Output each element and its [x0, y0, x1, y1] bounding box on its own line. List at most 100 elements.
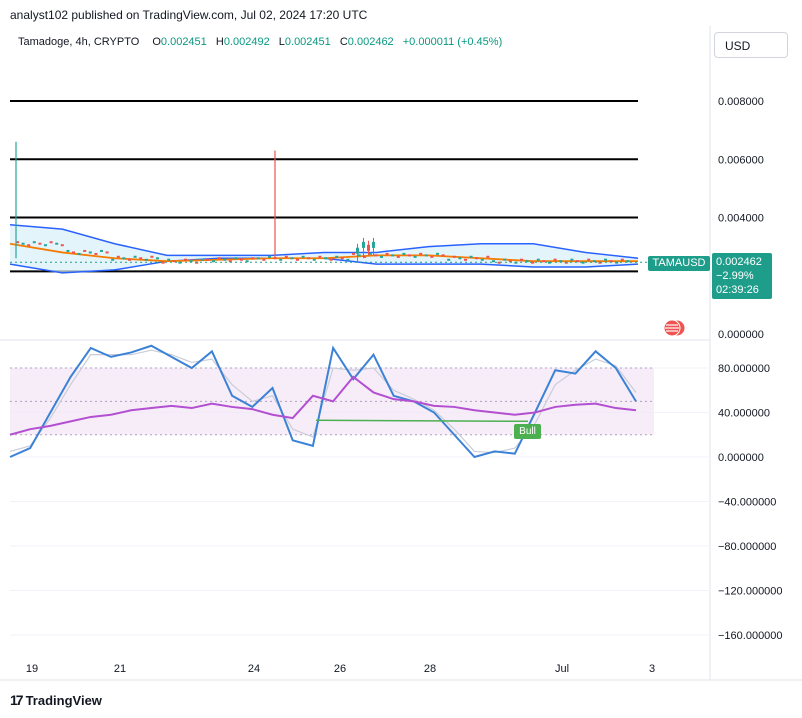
candle [21, 242, 25, 245]
candle [374, 254, 378, 257]
candle [626, 260, 630, 263]
stoch-axis-tick-label: 80.000000 [718, 363, 770, 375]
candle [172, 260, 176, 263]
stoch-axis-tick-label: 40.000000 [718, 408, 770, 420]
candle [32, 241, 36, 244]
time-axis-tick-label: 26 [334, 663, 346, 675]
candle [268, 255, 271, 258]
candle [284, 255, 288, 258]
candle [55, 242, 59, 245]
candle [542, 260, 546, 263]
tradingview-logo-icon: 17 [10, 692, 24, 708]
candle [469, 255, 473, 258]
candle [592, 260, 596, 263]
candle [144, 258, 148, 261]
candle [408, 254, 411, 257]
candle-body [356, 247, 359, 254]
candle [279, 258, 283, 261]
candle [604, 258, 607, 261]
bollinger-band-fill [10, 224, 638, 273]
candle [402, 252, 406, 255]
candle [206, 258, 210, 261]
candle [66, 249, 70, 252]
candle [301, 255, 305, 258]
candle [396, 255, 400, 258]
candle [49, 241, 53, 244]
candle [497, 261, 501, 264]
candle [262, 258, 266, 261]
stoch-axis-tick-label: −160.000000 [718, 630, 783, 642]
symbol-legend: Tamadoge, 4h, CRYPTO O0.002451 H0.002492… [18, 36, 508, 48]
stoch-axis-tick-label: −40.000000 [718, 497, 776, 509]
bollinger-upper-line [9, 224, 639, 260]
candle [464, 258, 467, 261]
candle [536, 258, 540, 261]
stoch-k-line [9, 344, 637, 459]
candle [520, 258, 523, 261]
candle [598, 261, 602, 264]
symbol-name[interactable]: Tamadoge, 4h, CRYPTO [18, 36, 140, 48]
candle [234, 257, 238, 260]
candle [251, 257, 255, 260]
rsi-line [9, 375, 637, 436]
candle [335, 255, 339, 258]
close-label: C [339, 36, 348, 48]
candle [60, 244, 64, 247]
candle [44, 244, 47, 247]
candle [212, 260, 215, 263]
high-value: 0.002492 [223, 36, 270, 48]
candle [525, 260, 529, 263]
candle [16, 241, 19, 244]
bull-divergence-label: Bull [514, 424, 541, 439]
stoch-axis-tick-label: −120.000000 [718, 586, 783, 598]
candle [486, 255, 490, 258]
candle [452, 255, 456, 258]
candle [531, 261, 535, 264]
tradingview-logo[interactable]: 17 TradingView [10, 692, 102, 708]
price-axis-tick-label: 0.000000 [718, 329, 764, 341]
time-axis-tick-label: 3 [649, 663, 655, 675]
candle [385, 252, 389, 255]
candle [133, 255, 137, 258]
candle [307, 257, 311, 260]
price-change: −2.99% [716, 270, 754, 282]
price-axis-tick-label: 0.006000 [718, 154, 764, 166]
candle [139, 257, 143, 260]
candle [100, 249, 103, 252]
low-label: L [278, 36, 285, 48]
candle [161, 261, 165, 264]
us-flag-icon[interactable] [663, 318, 686, 338]
candle [83, 249, 87, 252]
stoch-axis-tick-label: −80.000000 [718, 541, 776, 553]
candle [609, 260, 613, 263]
high-label: H [215, 36, 224, 48]
candle [620, 258, 624, 261]
candle [346, 258, 350, 261]
candle-body [367, 244, 370, 251]
candle [128, 258, 131, 261]
candle [548, 261, 551, 264]
candle [27, 244, 31, 247]
candle [38, 242, 42, 245]
candle-body [362, 241, 365, 248]
candle [105, 251, 109, 254]
open-value: 0.002451 [160, 36, 207, 48]
candle [475, 257, 479, 260]
candle [167, 258, 171, 261]
candle [217, 257, 221, 260]
currency-selector[interactable]: USD [714, 32, 788, 58]
last-price-box: 0.002462 −2.99% 02:39:26 [712, 253, 772, 299]
time-axis-tick-label: 19 [26, 663, 38, 675]
candle [324, 257, 327, 260]
low-value: 0.002451 [284, 36, 331, 48]
time-axis-tick-label: 21 [114, 663, 126, 675]
candle [223, 258, 227, 261]
candle [581, 261, 585, 264]
candle [570, 258, 574, 261]
price-axis-tick-label: 0.008000 [718, 96, 764, 108]
candle [363, 255, 367, 258]
candle [430, 255, 434, 258]
candle [72, 251, 75, 254]
candle [436, 252, 439, 255]
